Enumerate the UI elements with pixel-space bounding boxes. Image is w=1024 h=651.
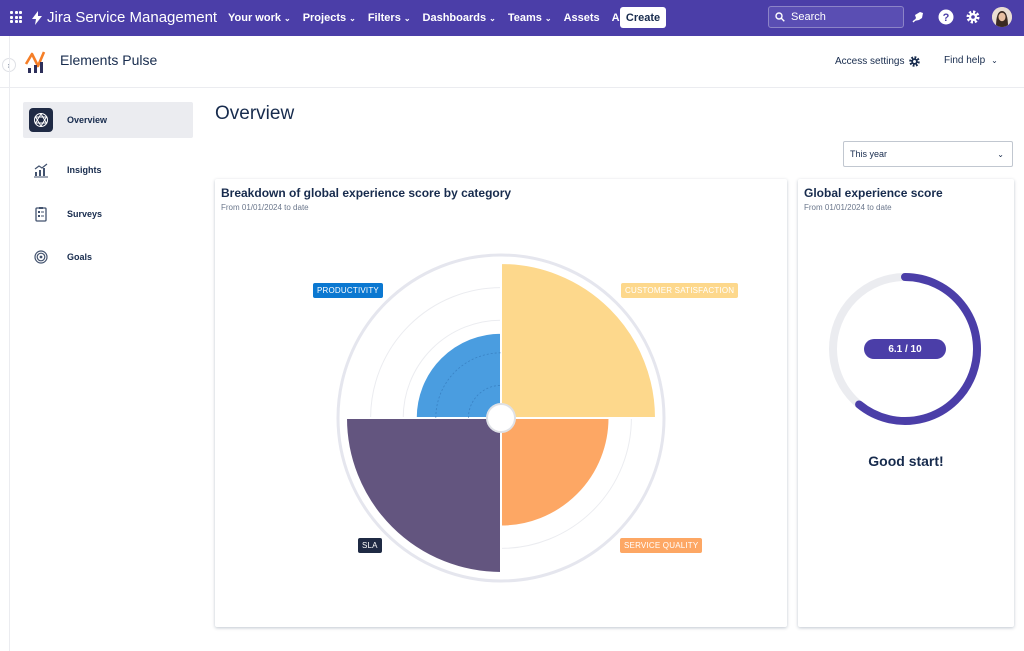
nav-item-label: Projects	[302, 12, 347, 24]
search-placeholder: Search	[791, 11, 826, 23]
score-card-subtitle: From 01/01/2024 to date	[804, 203, 892, 212]
score-gauge	[829, 273, 981, 425]
overview-icon	[29, 108, 53, 132]
avatar[interactable]	[992, 7, 1012, 27]
sidebar-item-label: Overview	[67, 115, 108, 125]
nav-item-your-work[interactable]: Your work ⌄	[228, 12, 291, 24]
page-title: Overview	[215, 103, 295, 124]
nav-item-label: Assets	[563, 12, 600, 24]
nav-item-filters[interactable]: Filters ⌄	[368, 12, 411, 24]
chart-segment-customer-satisfaction	[500, 262, 657, 419]
label-productivity: PRODUCTIVITY	[313, 283, 383, 298]
jira-bolt-icon	[32, 10, 42, 25]
chart-segment-sla	[345, 417, 502, 574]
label-service-quality: SERVICE QUALITY	[620, 538, 703, 553]
chart-grid-arc	[468, 385, 502, 419]
chevron-down-icon: ⌄	[991, 56, 998, 65]
nav-item-label: Your work	[228, 12, 281, 24]
surveys-icon	[29, 202, 53, 226]
access-settings-label: Access settings	[835, 56, 905, 67]
label-sla: SLA	[358, 538, 382, 553]
sidebar-item-label: Goals	[67, 252, 93, 262]
search-input[interactable]: Search	[768, 6, 904, 28]
chevron-down-icon: ⌄	[997, 150, 1004, 159]
breakdown-card-title: Breakdown of global experience score by …	[221, 186, 512, 200]
elements-pulse-logo	[24, 50, 48, 79]
find-help-label: Find help	[944, 55, 986, 66]
app-switcher-icon[interactable]	[10, 11, 22, 23]
find-help-button[interactable]: Find help ⌄	[944, 55, 998, 66]
label-customer-satisfaction: CUSTOMER SATISFACTION	[621, 283, 739, 298]
sidebar-divider	[9, 36, 10, 651]
nav-item-dashboards[interactable]: Dashboards ⌄	[423, 12, 496, 24]
insights-icon	[29, 158, 53, 182]
period-select-value: This year	[850, 149, 888, 159]
chart-grid-arc	[435, 352, 502, 419]
create-button[interactable]: Create	[620, 7, 666, 28]
score-message: Good start!	[868, 453, 944, 469]
nav-item-label: Filters	[367, 12, 401, 24]
chart-outer-ring	[336, 253, 666, 583]
gear-icon	[909, 56, 921, 67]
chart-segment-productivity	[414, 331, 502, 419]
score-card-title: Global experience score	[804, 186, 943, 200]
settings-icon[interactable]	[965, 9, 981, 25]
help-icon[interactable]: ?	[938, 9, 954, 25]
app-title: Elements Pulse	[60, 52, 158, 68]
nav-item-label: Teams	[507, 12, 542, 24]
goals-icon	[29, 245, 53, 269]
brand-name: Jira Service Management	[47, 9, 218, 26]
gauge-progress-arc	[855, 273, 981, 425]
sidebar-item-label: Insights	[67, 165, 102, 175]
period-select[interactable]: This year ⌄	[843, 141, 1013, 167]
svg-text:?: ?	[943, 12, 950, 24]
product-home-link[interactable]: Jira Service Management	[31, 9, 217, 26]
breakdown-card-subtitle: From 01/01/2024 to date	[221, 203, 309, 212]
chevron-down-icon: ⌄	[544, 13, 552, 23]
chevron-down-icon: ⌄	[489, 13, 496, 23]
polar-area-chart	[336, 253, 666, 583]
score-value-badge: 6.1 / 10	[864, 339, 946, 359]
nav-item-label: Dashboards	[422, 12, 487, 24]
chevron-down-icon: ⌄	[349, 13, 356, 23]
sidebar-item-surveys[interactable]: Surveys	[23, 196, 193, 232]
sidebar-item-overview[interactable]: Overview	[23, 102, 193, 138]
search-icon	[775, 12, 785, 22]
sidebar-item-insights[interactable]: Insights	[23, 152, 193, 188]
access-settings-button[interactable]: Access settings	[835, 55, 921, 68]
nav-item-assets[interactable]: Assets	[564, 12, 600, 24]
chevron-down-icon: ⌄	[283, 13, 291, 23]
nav-item-teams[interactable]: Teams ⌄	[508, 12, 552, 24]
sidebar-item-goals[interactable]: Goals	[23, 239, 193, 275]
notifications-icon[interactable]	[910, 9, 926, 25]
global-score-card: Global experience score From 01/01/2024 …	[798, 179, 1014, 627]
chart-center-hub	[486, 403, 516, 433]
app-header: › Elements Pulse Access settings Find he…	[0, 36, 1024, 88]
sidebar-item-label: Surveys	[67, 209, 103, 219]
nav-item-projects[interactable]: Projects ⌄	[303, 12, 356, 24]
chevron-down-icon: ⌄	[403, 13, 411, 23]
top-navigation: Jira Service Management Your work ⌄ Projec…	[0, 0, 1024, 36]
chart-segment-service-quality	[500, 417, 611, 528]
primary-nav: Your work ⌄ Projects ⌄ Filters ⌄ Dashboards ⌄ Te…	[228, 0, 661, 36]
breakdown-card: Breakdown of global experience score by …	[215, 179, 787, 627]
